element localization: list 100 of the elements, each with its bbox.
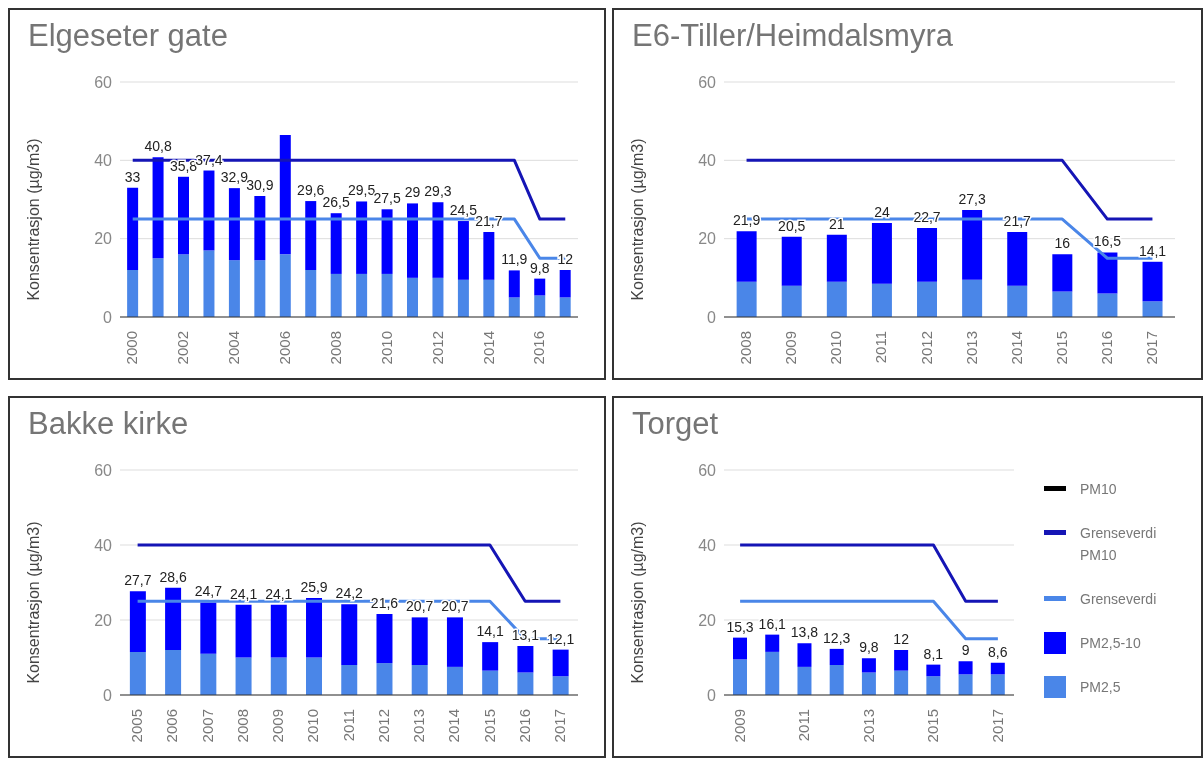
total-label: 29,6 bbox=[297, 182, 325, 199]
x-tick-label: 2009 bbox=[269, 709, 287, 743]
bar bbox=[270, 604, 287, 658]
total-label: 32,9 bbox=[220, 169, 249, 186]
bar bbox=[381, 273, 393, 317]
x-tick-label: 2012 bbox=[428, 331, 446, 365]
bar bbox=[457, 279, 469, 317]
bar bbox=[341, 604, 358, 665]
total-label: 12 bbox=[557, 251, 574, 267]
bar bbox=[781, 236, 802, 286]
x-tick-label: 2013 bbox=[859, 709, 877, 743]
chart-title: Bakke kirke bbox=[28, 406, 189, 442]
x-tick-label: 2015 bbox=[924, 709, 942, 743]
y-tick-label: 40 bbox=[94, 152, 113, 170]
total-label: 26,5 bbox=[322, 194, 351, 211]
bar bbox=[376, 614, 393, 664]
x-tick-label: 2012 bbox=[374, 709, 392, 743]
total-label: 29,3 bbox=[424, 183, 452, 200]
bar bbox=[559, 297, 571, 317]
bar bbox=[962, 279, 983, 317]
y-tick-label: 20 bbox=[94, 611, 113, 629]
bar bbox=[517, 672, 534, 695]
total-label: 11,9 bbox=[501, 251, 528, 268]
bar bbox=[483, 279, 495, 317]
x-tick-label: 2016 bbox=[515, 709, 533, 743]
bar bbox=[129, 591, 146, 652]
bar bbox=[990, 662, 1005, 675]
bar bbox=[356, 201, 368, 274]
x-tick-label: 2010 bbox=[304, 709, 322, 743]
bar bbox=[235, 604, 252, 658]
bar bbox=[330, 213, 342, 274]
bar bbox=[235, 657, 252, 695]
total-label: 8,1 bbox=[923, 645, 944, 662]
bar bbox=[152, 157, 164, 259]
x-tick-label: 2011 bbox=[339, 709, 357, 742]
total-label: 33 bbox=[124, 168, 141, 185]
x-tick-label: 2009 bbox=[730, 709, 748, 743]
total-label: 27,3 bbox=[958, 191, 986, 208]
x-tick-label: 2011 bbox=[795, 709, 813, 742]
bar bbox=[330, 273, 342, 317]
bar bbox=[446, 617, 463, 667]
bar bbox=[254, 260, 266, 317]
bar bbox=[457, 221, 469, 280]
x-tick-label: 2006 bbox=[276, 331, 294, 365]
bar bbox=[446, 666, 463, 695]
bar bbox=[305, 201, 317, 270]
bar bbox=[381, 209, 393, 274]
bar bbox=[152, 258, 164, 317]
bar bbox=[178, 254, 190, 317]
bar bbox=[1142, 261, 1163, 302]
bar bbox=[482, 642, 499, 671]
y-tick-label: 0 bbox=[103, 686, 113, 704]
total-label: 24,1 bbox=[265, 585, 293, 602]
bar bbox=[559, 270, 571, 298]
chart-title: Elgeseter gate bbox=[28, 18, 228, 54]
bar bbox=[203, 250, 215, 317]
bar bbox=[990, 674, 1005, 695]
total-label: 21,9 bbox=[733, 212, 761, 229]
bar bbox=[376, 663, 393, 695]
bar bbox=[894, 650, 909, 671]
total-label: 25,9 bbox=[300, 578, 328, 595]
y-axis-title: Konsentrasjon (µg/m3) bbox=[628, 521, 646, 684]
bar bbox=[483, 232, 495, 280]
total-label: 20,7 bbox=[406, 598, 434, 615]
x-tick-label: 2008 bbox=[326, 331, 344, 365]
x-tick-label: 2010 bbox=[827, 331, 845, 365]
y-tick-label: 20 bbox=[94, 230, 113, 248]
bar bbox=[407, 277, 419, 317]
bar bbox=[228, 260, 240, 317]
x-tick-label: 2002 bbox=[174, 331, 192, 365]
bar bbox=[736, 281, 757, 317]
bar bbox=[411, 617, 428, 665]
total-label: 9,8 bbox=[859, 639, 879, 656]
bar bbox=[962, 210, 983, 280]
total-label: 24,2 bbox=[335, 585, 364, 602]
bar bbox=[917, 281, 938, 317]
bar bbox=[797, 643, 812, 667]
bar bbox=[958, 661, 973, 675]
bar bbox=[411, 665, 428, 695]
legend-label: PM2,5-10 bbox=[1080, 634, 1142, 653]
bar bbox=[129, 651, 146, 695]
total-label: 21 bbox=[829, 215, 845, 232]
total-label: 24,1 bbox=[229, 585, 258, 602]
bar bbox=[279, 254, 291, 317]
y-tick-label: 20 bbox=[698, 611, 717, 629]
bar bbox=[341, 665, 358, 695]
legend-label: Grenseverdi PM10 bbox=[1080, 524, 1158, 565]
x-tick-label: 2017 bbox=[1143, 331, 1161, 365]
bar bbox=[127, 187, 139, 270]
bar bbox=[926, 664, 941, 677]
y-tick-label: 40 bbox=[698, 536, 717, 554]
total-label: 20,7 bbox=[441, 598, 469, 615]
bar bbox=[306, 657, 323, 695]
x-tick-label: 2014 bbox=[479, 331, 497, 365]
x-tick-label: 2006 bbox=[163, 709, 181, 743]
y-axis-title: Konsentrasjon (µg/m3) bbox=[628, 138, 646, 301]
bar bbox=[826, 234, 847, 282]
total-label: 28,6 bbox=[159, 568, 187, 585]
x-tick-label: 2016 bbox=[530, 331, 548, 365]
bar bbox=[826, 281, 847, 317]
